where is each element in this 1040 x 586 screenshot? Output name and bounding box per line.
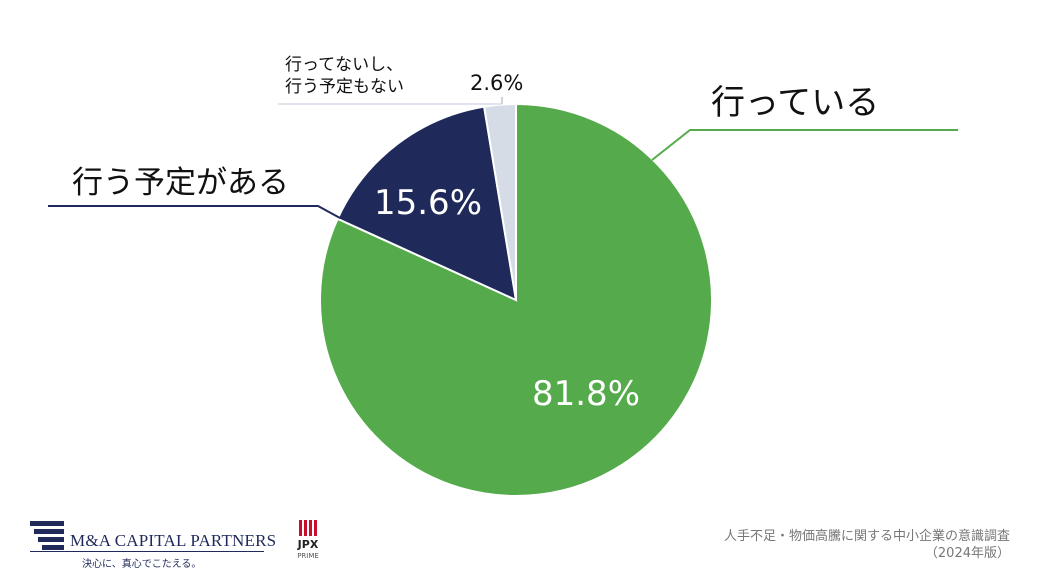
jpx-prime-badge: JPX PRIME xyxy=(287,518,329,568)
label-planned: 行う予定がある xyxy=(72,165,289,201)
logo-tagline: 決心に、真心でこたえる。 xyxy=(82,559,202,570)
value-planned: 15.6% xyxy=(374,183,482,223)
logo-divider xyxy=(30,551,264,552)
source-title: 人手不足・物価高騰に関する中小企業の意識調査 xyxy=(723,529,1010,544)
leader-line-planned xyxy=(48,205,341,219)
label-none-line2: 行う予定もない xyxy=(285,77,404,97)
leader-line-doing xyxy=(651,129,958,161)
label-doing: 行っている xyxy=(711,83,879,123)
slice-planned xyxy=(336,105,518,302)
value-none: 2.6% xyxy=(470,71,523,95)
company-logo: M&A CAPITAL PARTNERS 決心に、真心でこたえる。 xyxy=(30,515,276,575)
survey-source: 人手不足・物価高騰に関する中小企業の意識調査 （2024年版） xyxy=(724,528,1010,562)
logo-mark-icon xyxy=(30,517,64,551)
label-none-line1: 行ってないし、 xyxy=(285,55,403,75)
jpx-sub-label: PRIME xyxy=(297,552,319,560)
source-year: （2024年版） xyxy=(924,546,1010,561)
value-doing: 81.8% xyxy=(532,374,640,414)
jpx-label: JPX xyxy=(297,538,319,551)
logo-name: M&A CAPITAL PARTNERS xyxy=(70,531,277,550)
jpx-icon xyxy=(299,520,317,536)
